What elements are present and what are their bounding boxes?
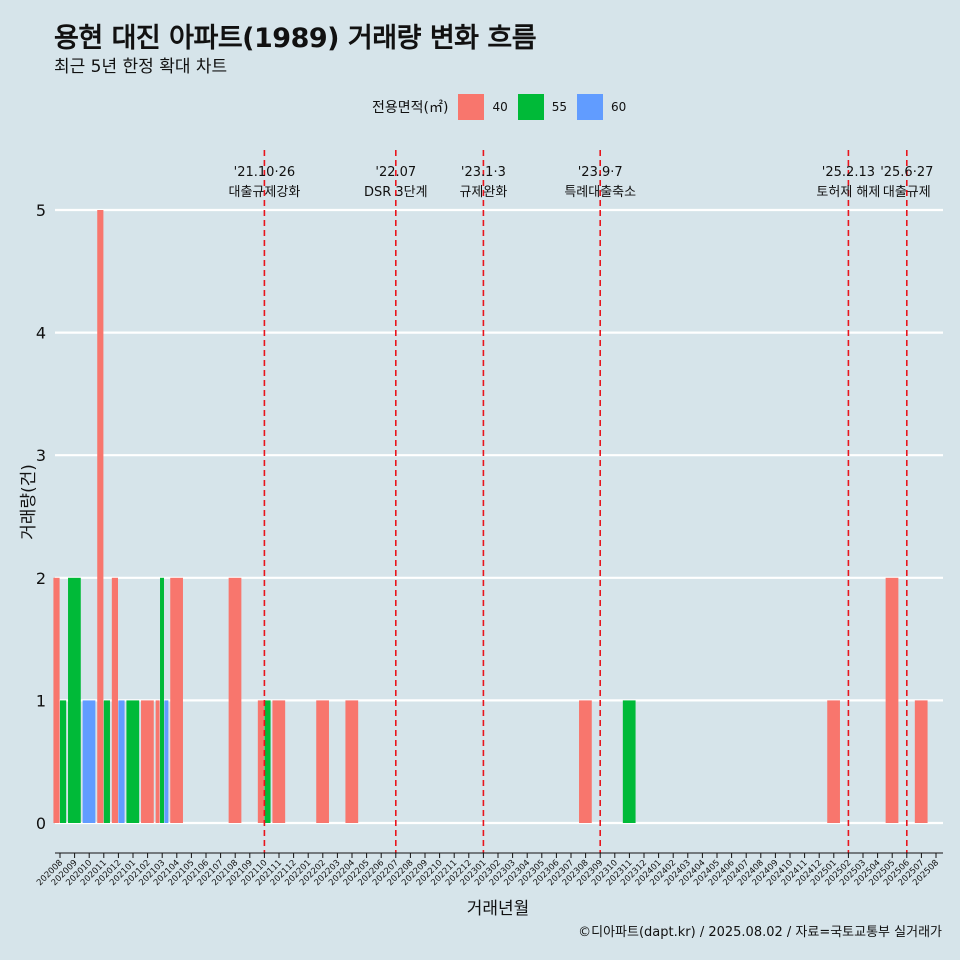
y-tick-label: 2 — [36, 569, 46, 588]
bar-55-202101 — [126, 700, 140, 823]
legend-item-60: 60 — [577, 94, 626, 120]
legend-item-55: 55 — [517, 94, 568, 120]
bar-40-202501 — [827, 700, 840, 823]
bar-55-202110 — [264, 700, 271, 823]
legend-item-40: 40 — [458, 94, 508, 120]
bar-40-202011 — [97, 210, 104, 823]
bar-60-202010 — [82, 700, 96, 823]
bar-40-202111 — [272, 700, 286, 823]
bar-55-202011 — [103, 700, 110, 823]
chart-title: 용현 대진 아파트(1989) 거래량 변화 흐름 — [54, 23, 537, 54]
event-label-202207-1: DSR 3단계 — [364, 185, 428, 200]
legend-title: 전용면적(㎡) — [372, 100, 449, 116]
bar-40-202308 — [579, 700, 592, 823]
bar-40-202102 — [141, 700, 154, 823]
legend-label-60: 60 — [611, 100, 627, 114]
bar-40-202012 — [111, 577, 118, 823]
bar-60-202012 — [118, 700, 125, 823]
x-axis-title: 거래년월 — [467, 899, 530, 919]
bar-40-202008 — [53, 577, 60, 823]
event-label-202502-1: 토허제 해제 — [816, 185, 880, 200]
bar-40-202103 — [155, 700, 160, 823]
legend-label-55: 55 — [551, 100, 568, 114]
y-tick-label: 4 — [36, 324, 46, 343]
y-axis-title: 거래량(건) — [19, 464, 39, 540]
y-tick-label: 5 — [36, 201, 46, 220]
event-label-202110-0: '21.10·26 — [234, 165, 295, 180]
bar-40-202204 — [345, 700, 359, 823]
event-label-202502-0: '25.2.13 — [822, 165, 875, 180]
event-label-202207-0: '22.07 — [375, 165, 416, 180]
bar-55-202008 — [60, 700, 67, 823]
event-label-202309-0: '23.9·7 — [578, 165, 623, 180]
bar-40-202110 — [257, 700, 264, 823]
legend: 전용면적(㎡) 40 55 60 — [372, 94, 636, 120]
bar-55-202103 — [160, 577, 164, 823]
legend-swatch-60 — [577, 94, 604, 120]
legend-label-40: 40 — [492, 100, 508, 114]
event-label-202309-1: 특례대출축소 — [564, 185, 636, 200]
bar-60-202103 — [164, 700, 169, 823]
event-label-202301-0: '23.1·3 — [461, 165, 506, 180]
bar-40-202507 — [914, 700, 928, 823]
event-label-202301-1: 규제완화 — [459, 185, 507, 200]
chart-subtitle: 최근 5년 한정 확대 차트 — [54, 57, 228, 77]
y-tick-label: 1 — [36, 691, 46, 710]
legend-swatch-40 — [458, 94, 485, 120]
bar-40-202202 — [316, 700, 329, 823]
event-label-202110-1: 대출규제강화 — [229, 185, 301, 200]
bar-40-202104 — [170, 577, 183, 823]
y-tick-label: 0 — [36, 814, 46, 833]
bar-40-202505 — [885, 577, 899, 823]
event-label-202506-1: 대출규제 — [883, 185, 931, 200]
y-tick-label: 3 — [36, 446, 46, 465]
bar-55-202311 — [622, 700, 636, 823]
legend-swatch-55 — [517, 94, 544, 120]
bar-55-202009 — [68, 577, 81, 823]
chart-caption: ©디아파트(dapt.kr) / 2025.08.02 / 자료=국토교통부 실… — [578, 925, 942, 940]
bar-40-202108 — [228, 577, 242, 823]
event-label-202506-0: '25.6·27 — [880, 165, 933, 180]
